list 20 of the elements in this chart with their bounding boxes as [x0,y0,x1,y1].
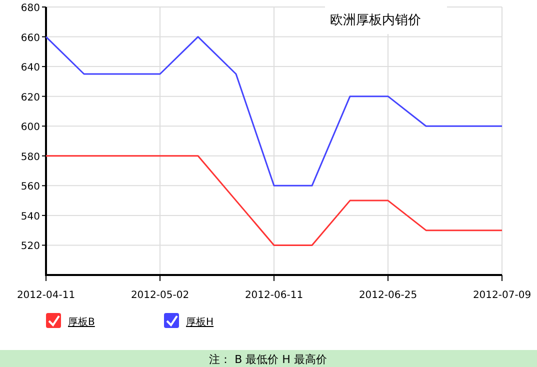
legend-label: 厚板B [68,316,95,328]
x-tick-label: 2012-04-11 [16,290,76,301]
x-tick-label: 2012-07-09 [472,290,532,301]
x-tick-label: 2012-06-11 [244,290,304,301]
y-tick-label: 680 [20,3,40,14]
y-tick-label: 560 [20,182,40,193]
text: 欧洲厚板内销价 [330,13,421,28]
y-tick-label: 620 [20,92,40,104]
x-tick-label: 2012-05-02 [130,290,190,301]
y-tick-label: 580 [20,152,40,163]
text: 注： B 最低价 H 最高价 [209,353,327,366]
line-series [45,36,503,186]
y-tick-label: 660 [20,32,40,44]
y-tick-label: 600 [20,122,40,134]
y-tick-label: 520 [20,241,40,252]
legend-label: 厚板H [186,316,214,328]
y-tick-label: 540 [20,211,40,222]
y-tick-label: 640 [20,62,40,74]
line-series [45,155,503,246]
x-tick-label: 2012-06-25 [358,290,418,301]
